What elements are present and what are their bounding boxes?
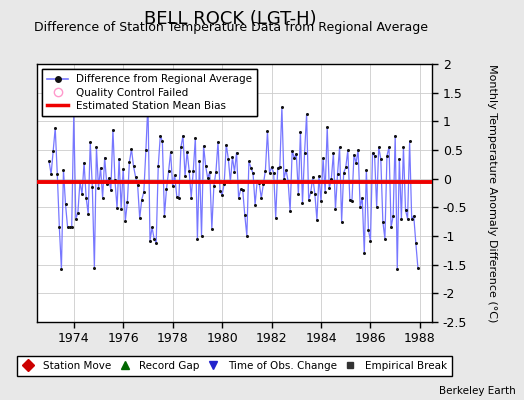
Text: BELL ROCK (LGT-H): BELL ROCK (LGT-H) xyxy=(144,10,317,28)
Legend: Difference from Regional Average, Quality Control Failed, Estimated Station Mean: Difference from Regional Average, Qualit… xyxy=(42,69,257,116)
Y-axis label: Monthly Temperature Anomaly Difference (°C): Monthly Temperature Anomaly Difference (… xyxy=(487,64,497,322)
Text: Difference of Station Temperature Data from Regional Average: Difference of Station Temperature Data f… xyxy=(34,21,428,34)
Text: Berkeley Earth: Berkeley Earth xyxy=(440,386,516,396)
Legend: Station Move, Record Gap, Time of Obs. Change, Empirical Break: Station Move, Record Gap, Time of Obs. C… xyxy=(17,356,452,376)
